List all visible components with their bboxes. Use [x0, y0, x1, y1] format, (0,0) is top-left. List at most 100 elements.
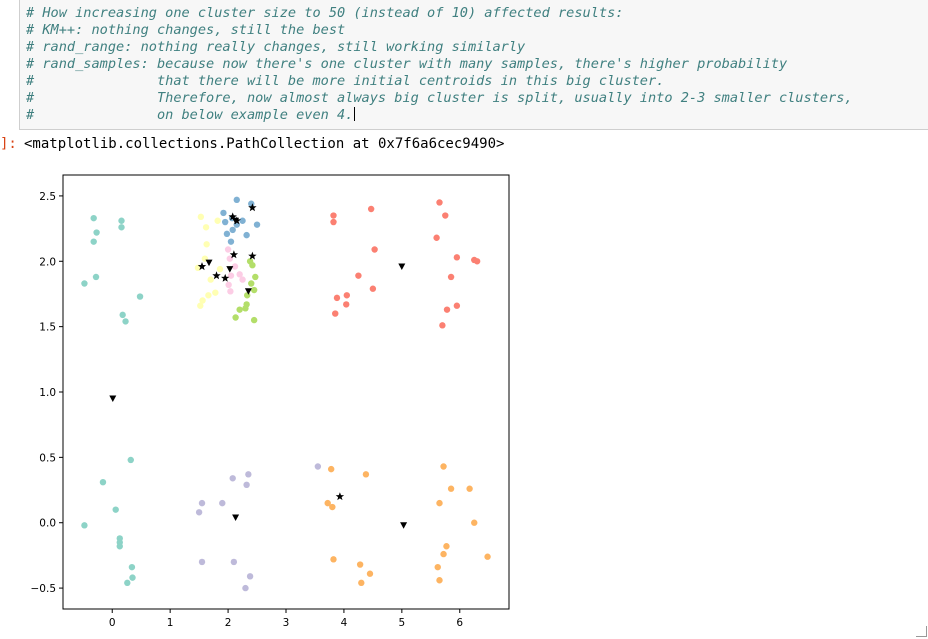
data-point: [224, 246, 232, 253]
data-point: [243, 292, 251, 299]
data-point: [252, 273, 259, 281]
data-point: [471, 519, 478, 526]
data-point: [466, 485, 473, 492]
code-cell[interactable]: # How increasing one cluster size to 50 …: [19, 0, 928, 130]
data-point: [434, 563, 441, 571]
resize-handle[interactable]: [916, 626, 927, 637]
x-tick-label: 1: [167, 617, 174, 629]
data-point: [436, 499, 443, 507]
data-point: [225, 281, 232, 289]
data-point: [207, 276, 214, 283]
y-tick-label: 1.0: [39, 387, 56, 399]
data-point: [330, 218, 337, 226]
y-tick-label: −0.5: [31, 583, 57, 595]
data-point: [227, 238, 235, 245]
data-point: [221, 218, 229, 226]
data-point: [92, 273, 100, 281]
x-tick-label: 5: [399, 617, 406, 629]
x-tick-label: 2: [225, 617, 232, 629]
output-text: <matplotlib.collections.PathCollection a…: [24, 136, 505, 152]
data-point: [90, 214, 97, 222]
centroid-triangle-marker: [398, 263, 406, 270]
data-point: [436, 199, 443, 206]
y-tick-label: 0.0: [39, 518, 56, 530]
data-point: [362, 471, 370, 478]
code-line: # on below example even 4.: [26, 107, 354, 123]
code-line: # How increasing one cluster size to 50 …: [26, 5, 624, 21]
centroid-star-marker: [228, 212, 237, 221]
data-point: [233, 196, 240, 204]
y-tick-label: 0.5: [39, 452, 56, 464]
data-point: [227, 272, 235, 279]
data-point: [195, 509, 203, 516]
centroid-triangle-marker: [232, 217, 240, 225]
data-point: [93, 229, 100, 236]
data-point: [443, 543, 450, 550]
data-point: [246, 573, 254, 580]
data-point: [116, 543, 123, 550]
data-point: [324, 499, 331, 507]
data-point: [216, 265, 224, 273]
code-line: # rand_range: nothing really changes, st…: [26, 39, 526, 55]
data-point: [119, 311, 126, 319]
data-point: [250, 316, 258, 324]
data-point: [440, 550, 447, 558]
data-point: [212, 289, 219, 296]
data-point: [245, 471, 252, 478]
data-point: [202, 224, 210, 231]
centroid-star-marker: [221, 273, 230, 282]
text-cursor: [354, 107, 356, 121]
x-tick-label: 3: [283, 617, 290, 629]
data-point: [358, 579, 365, 587]
data-point: [243, 481, 250, 489]
centroid-triangle-marker: [244, 288, 252, 295]
data-point: [330, 212, 337, 219]
centroid-triangle-marker: [109, 395, 117, 402]
data-point: [453, 302, 461, 309]
centroid-triangle-marker: [232, 514, 240, 521]
data-point: [333, 294, 341, 302]
data-point: [99, 478, 107, 486]
data-point: [197, 213, 205, 221]
data-point: [253, 221, 261, 228]
centroid-star-marker: [229, 250, 239, 259]
x-tick-label: 6: [456, 617, 463, 629]
centroid-triangle-marker: [205, 259, 213, 267]
data-point: [248, 280, 255, 287]
data-point: [227, 288, 234, 295]
data-point: [236, 306, 243, 313]
x-tick-label: 4: [341, 617, 348, 629]
scatter-plot: 0 1 2 3 4 5 6 −0.5 0.0 0.5 1.0 1.5 2.0 2.5: [31, 174, 510, 629]
data-point: [243, 231, 250, 239]
centroid-star-marker: [197, 262, 207, 271]
data-point: [81, 280, 88, 287]
data-point: [214, 217, 221, 224]
data-point: [366, 570, 374, 577]
centroid-star-marker: [212, 271, 221, 280]
data-point: [433, 234, 440, 241]
code-line: # Therefore, now almost always big clust…: [26, 90, 853, 106]
data-point: [439, 322, 446, 329]
centroid-star-marker: [248, 251, 257, 260]
data-point: [343, 292, 351, 299]
data-point: [442, 212, 449, 219]
data-point: [330, 556, 337, 563]
data-point: [355, 272, 362, 279]
data-point: [371, 246, 378, 253]
data-point: [230, 558, 238, 566]
data-point: [122, 318, 129, 325]
data-point: [128, 563, 136, 571]
y-tick-label: 1.5: [39, 322, 56, 334]
data-point: [129, 574, 136, 581]
centroid-triangle-marker: [400, 522, 408, 529]
data-point: [250, 286, 258, 294]
data-point: [112, 506, 119, 513]
centroid-triangle-marker: [226, 266, 234, 273]
data-point: [197, 302, 204, 309]
y-tick-label: 2.0: [39, 256, 56, 268]
data-point: [248, 200, 255, 207]
plot-area: [62, 174, 510, 610]
data-point: [242, 305, 249, 312]
data-point: [220, 209, 227, 217]
code-editor: # How increasing one cluster size to 50 …: [26, 5, 853, 124]
